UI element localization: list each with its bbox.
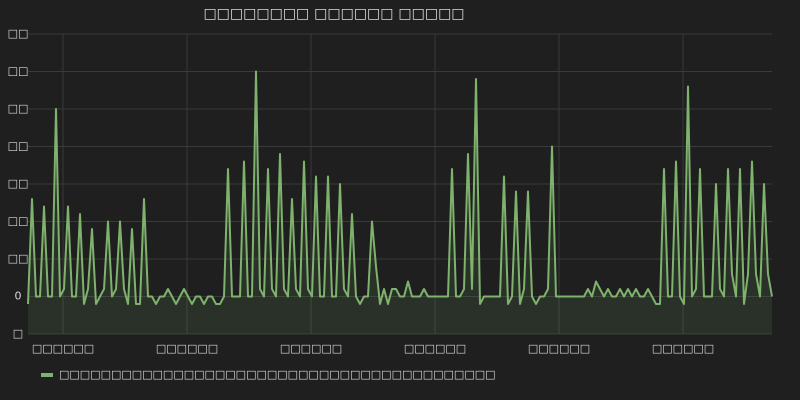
legend-swatch: [41, 373, 53, 377]
x-tick-label: □□□□□□: [404, 342, 466, 355]
x-tick-label: □□□□□□: [280, 342, 342, 355]
y-tick-label: □□: [8, 252, 29, 265]
chart-title: □□□□□□□□ □□□□□□ □□□□□: [203, 6, 464, 22]
x-tick-label: □□□□□□: [32, 342, 94, 355]
y-tick-label: □□: [8, 102, 29, 115]
y-tick-label: □□: [8, 177, 29, 190]
x-tick-label: □□□□□□: [652, 342, 714, 355]
y-tick-label: 0: [15, 290, 22, 303]
y-tick-label: □□: [8, 27, 29, 40]
x-tick-label: □□□□□□: [156, 342, 218, 355]
y-tick-label: □□: [8, 65, 29, 78]
legend-label: □□□□□□□□□□□□□□□□□□□□□□□□□□□□□□□□□□□□□□□□…: [59, 368, 496, 381]
x-tick-label: □□□□□□: [528, 342, 590, 355]
y-tick-label: □□: [8, 140, 29, 153]
series-area: [28, 71, 772, 334]
series-line: [27, 70, 773, 305]
y-tick-label: □: [13, 327, 23, 340]
y-tick-label: □□: [8, 215, 29, 228]
